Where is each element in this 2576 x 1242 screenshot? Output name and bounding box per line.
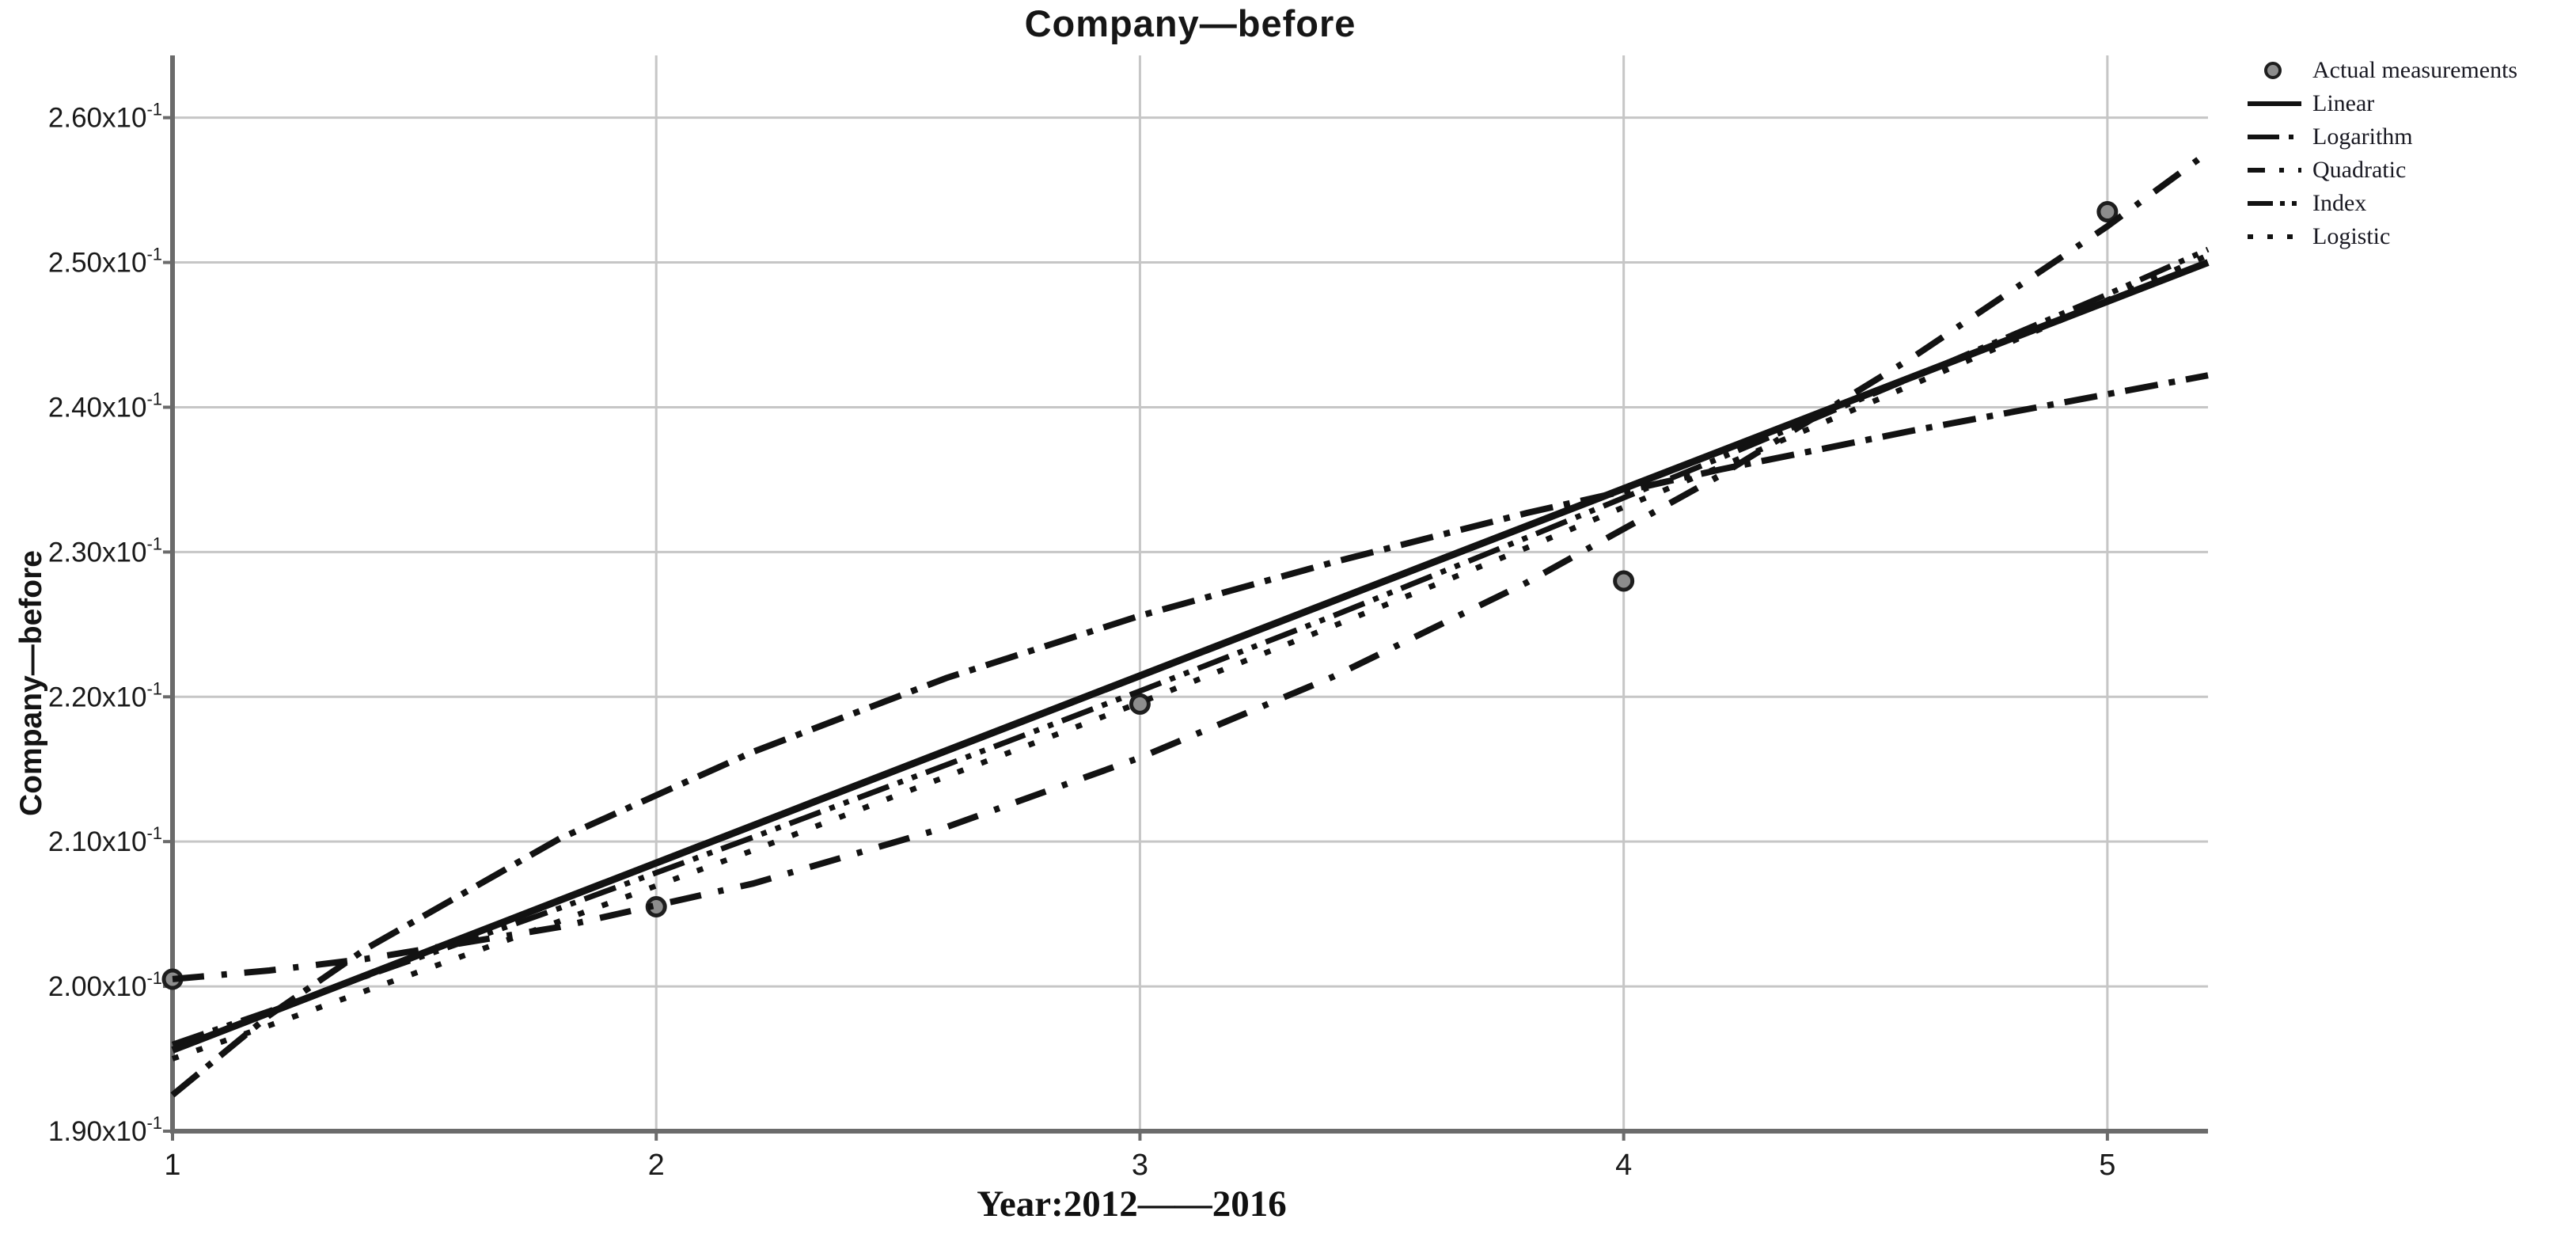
legend-label-index: Index bbox=[2312, 190, 2367, 216]
series-line-quadratic bbox=[172, 150, 2210, 982]
legend-item-quadratic: Quadratic bbox=[2244, 154, 2517, 187]
legend-item-index: Index bbox=[2244, 187, 2517, 220]
legend: Actual measurements Linear Logarithm Quadra… bbox=[2244, 54, 2517, 253]
legend-label-quadratic: Quadratic bbox=[2312, 157, 2407, 183]
series-line-logistic bbox=[171, 253, 2210, 1062]
series bbox=[161, 150, 2210, 1098]
x-axis-title: Year:2012——2016 bbox=[977, 1183, 1287, 1225]
legend-marker-index-icon bbox=[2248, 201, 2301, 206]
legend-circle-glyph bbox=[2264, 62, 2282, 79]
data-point bbox=[1129, 693, 1151, 715]
data-point bbox=[645, 895, 667, 917]
x-tick-label: 4 bbox=[1615, 1149, 1632, 1182]
chart-title: Company—before bbox=[1024, 2, 1356, 44]
data-point bbox=[2096, 201, 2119, 223]
gridlines bbox=[173, 55, 2208, 1141]
series-line-logarithm bbox=[170, 372, 2209, 1098]
axes bbox=[163, 55, 2208, 1141]
legend-marker-logistic-icon bbox=[2248, 234, 2301, 239]
legend-label-logarithm: Logarithm bbox=[2312, 123, 2413, 150]
legend-marker-linear-icon bbox=[2248, 101, 2301, 106]
legend-item-logistic: Logistic bbox=[2244, 220, 2517, 253]
y-tick-label: 2.40x10-1 bbox=[48, 389, 162, 423]
y-tick-label: 2.10x10-1 bbox=[48, 823, 162, 857]
legend-label-logistic: Logistic bbox=[2312, 223, 2391, 249]
y-tick-label: 2.60x10-1 bbox=[48, 100, 162, 134]
data-point bbox=[1613, 570, 1635, 592]
legend-item-logarithm: Logarithm bbox=[2244, 120, 2517, 154]
y-tick-label: 2.00x10-1 bbox=[48, 968, 162, 1002]
y-tick-label: 2.20x10-1 bbox=[48, 678, 162, 712]
legend-label-linear: Linear bbox=[2312, 90, 2375, 116]
series-line-index bbox=[171, 246, 2210, 1047]
x-tick-label: 5 bbox=[2099, 1149, 2115, 1182]
legend-item-linear: Linear bbox=[2244, 87, 2517, 120]
legend-marker-actual-measurements-icon bbox=[2264, 62, 2282, 79]
tick-labels: 1.90x10-1 2.00x10-1 2.10x10-1 2.20x10-1 2.30… bbox=[48, 100, 2116, 1182]
y-tick-label: 2.50x10-1 bbox=[48, 245, 162, 279]
series-line-linear bbox=[171, 259, 2210, 1054]
legend-marker-quadratic-icon bbox=[2248, 168, 2301, 173]
x-tick-label: 3 bbox=[1132, 1149, 1148, 1182]
legend-label-actual-measurements: Actual measurements bbox=[2312, 57, 2518, 83]
y-tick-label: 2.30x10-1 bbox=[48, 534, 162, 568]
y-tick-label: 1.90x10-1 bbox=[48, 1113, 162, 1147]
x-tick-label: 1 bbox=[164, 1149, 180, 1182]
x-tick-label: 2 bbox=[648, 1149, 665, 1182]
legend-marker-logarithm-icon bbox=[2248, 135, 2301, 139]
legend-item-actual-measurements: Actual measurements bbox=[2244, 54, 2517, 87]
